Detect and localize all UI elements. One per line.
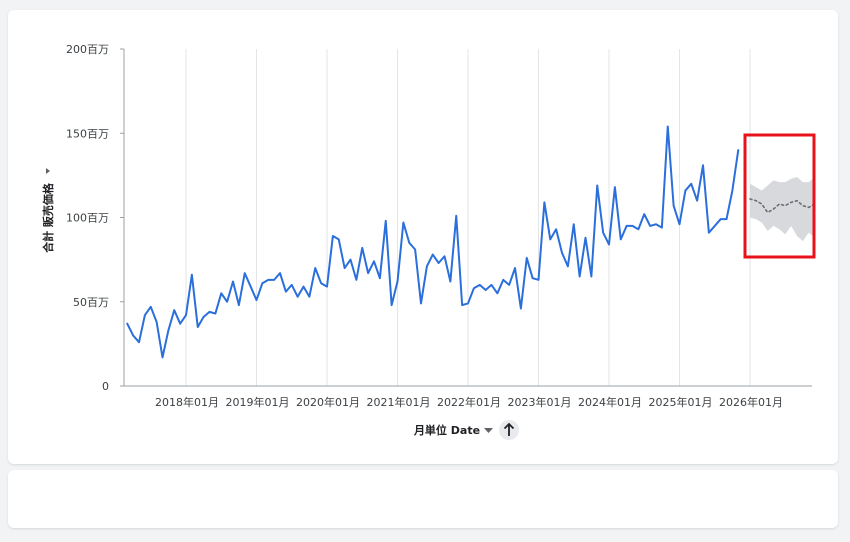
series-lines — [126, 125, 816, 359]
x-tick-label: 2018年01月 — [155, 395, 219, 409]
x-tick-label: 2024年01月 — [578, 395, 642, 409]
y-axis-ticks: 0 50百万 100百万 150百万 200百万 — [66, 43, 124, 393]
caret-down-icon[interactable] — [484, 428, 493, 433]
forecast-line — [749, 198, 816, 214]
y-tick-label: 150百万 — [66, 127, 109, 140]
y-axis-title: 合計 販売価格 — [41, 182, 55, 253]
highlight-box — [743, 133, 816, 259]
actual-line — [126, 125, 740, 359]
secondary-card — [8, 470, 838, 528]
x-tick-label: 2019年01月 — [226, 395, 290, 409]
arrow-up-icon — [503, 422, 515, 436]
x-axis-ticks: 2018年01月 2019年01月 2020年01月 2021年01月 2022年01月… — [155, 395, 783, 409]
x-tick-label: 2025年01月 — [649, 395, 713, 409]
y-tick-label: 0 — [102, 380, 109, 393]
y-tick-label: 200百万 — [66, 43, 109, 56]
x-tick-label: 2023年01月 — [508, 395, 572, 409]
forecast-confidence-band — [750, 177, 815, 242]
x-tick-label: 2022年01月 — [437, 395, 501, 409]
x-axis-title: 月単位 Date — [413, 423, 480, 437]
x-tick-label: 2021年01月 — [367, 395, 431, 409]
gridlines — [185, 49, 751, 386]
chart-card — [8, 10, 838, 464]
x-tick-label: 2026年01月 — [719, 395, 783, 409]
y-tick-label: 100百万 — [66, 212, 109, 225]
y-tick-label: 50百万 — [73, 296, 109, 309]
axes — [123, 49, 812, 387]
x-tick-label: 2020年01月 — [296, 395, 360, 409]
caret-down-icon[interactable] — [46, 168, 50, 174]
forecast-band — [750, 177, 815, 242]
sort-button[interactable] — [499, 420, 519, 440]
